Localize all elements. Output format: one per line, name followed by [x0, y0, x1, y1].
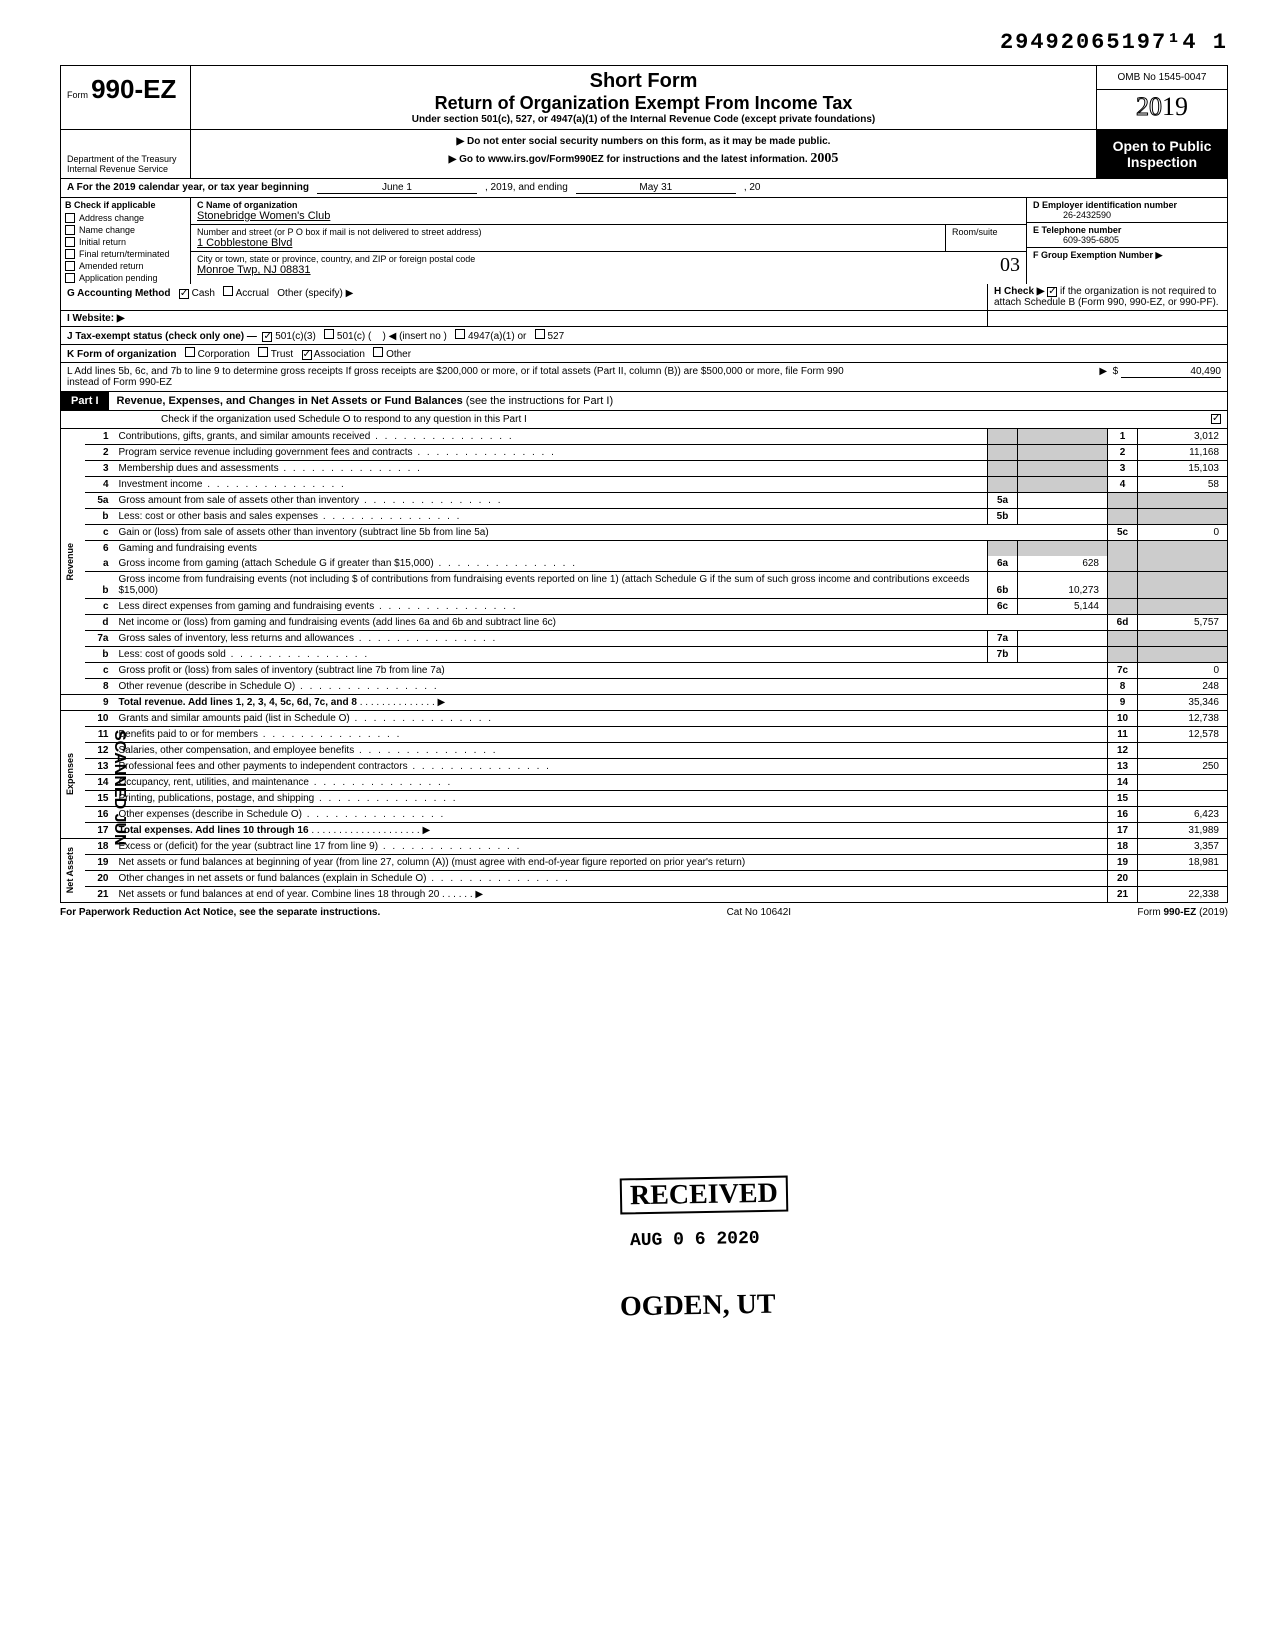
footer-left: For Paperwork Reduction Act Notice, see … — [60, 907, 380, 918]
chk-501c[interactable] — [324, 329, 334, 339]
line-13: 13Professional fees and other payments t… — [61, 759, 1228, 775]
chk-trust[interactable] — [258, 347, 268, 357]
line-20: 20Other changes in net assets or fund ba… — [61, 871, 1228, 887]
title-box: Short Form Return of Organization Exempt… — [191, 66, 1097, 129]
line-5b: bLess: cost or other basis and sales exp… — [61, 509, 1228, 525]
line-5c: cGain or (loss) from sale of assets othe… — [61, 525, 1228, 541]
chk-cash[interactable] — [179, 289, 189, 299]
footer-right: Form 990-EZ (2019) — [1137, 907, 1228, 918]
line-6d: dNet income or (loss) from gaming and fu… — [61, 615, 1228, 631]
line-5a: 5aGross amount from sale of assets other… — [61, 493, 1228, 509]
line-7b: bLess: cost of goods sold 7b — [61, 647, 1228, 663]
chk-4947[interactable] — [455, 329, 465, 339]
short-form-label: Short Form — [199, 70, 1088, 93]
row-g-h: G Accounting Method Cash Accrual Other (… — [60, 284, 1228, 311]
line-7c: cGross profit or (loss) from sales of in… — [61, 663, 1228, 679]
instructions-box: ▶ Do not enter social security numbers o… — [191, 130, 1097, 178]
line-7a: 7aGross sales of inventory, less returns… — [61, 631, 1228, 647]
org-name-row: C Name of organization Stonebridge Women… — [191, 198, 1026, 225]
row-j: J Tax-exempt status (check only one) — 5… — [60, 327, 1228, 345]
open-to-public: Open to Public Inspection — [1097, 130, 1227, 178]
sched-o-check: Check if the organization used Schedule … — [60, 411, 1228, 429]
part1-tag: Part I — [61, 392, 109, 410]
col-b-header: B Check if applicable — [61, 198, 190, 212]
chk-accrual[interactable] — [223, 286, 233, 296]
form-number-box: Form 990-EZ — [61, 66, 191, 129]
form-number: 990-EZ — [91, 74, 176, 104]
phone-row: E Telephone number 609-395-6805 — [1027, 223, 1227, 248]
line-6: 6Gaming and fundraising events — [61, 541, 1228, 557]
line-9: 9Total revenue. Add lines 1, 2, 3, 4, 5c… — [61, 695, 1228, 711]
year-box: 2019 — [1097, 90, 1227, 124]
row-i: I Website: ▶ — [60, 311, 1228, 327]
chk-527[interactable] — [535, 329, 545, 339]
line-6b: bGross income from fundraising events (n… — [61, 572, 1228, 599]
line-16: 16Other expenses (describe in Schedule O… — [61, 807, 1228, 823]
dept-box: Department of the Treasury Internal Reve… — [61, 130, 191, 178]
line-11: 11Benefits paid to or for members 1112,5… — [61, 727, 1228, 743]
line-14: 14Occupancy, rent, utilities, and mainte… — [61, 775, 1228, 791]
stamp-date: AUG 0 6 2020 — [630, 1229, 760, 1251]
public-note: ▶ Do not enter social security numbers o… — [197, 136, 1090, 147]
chk-address-change[interactable]: Address change — [61, 212, 190, 224]
line-21: 21Net assets or fund balances at end of … — [61, 887, 1228, 903]
line-18: Net Assets 18Excess or (deficit) for the… — [61, 839, 1228, 855]
col-c: C Name of organization Stonebridge Women… — [191, 198, 1027, 284]
chk-sched-o[interactable] — [1211, 414, 1221, 424]
city-row: City or town, state or province, country… — [191, 252, 1026, 279]
info-grid: B Check if applicable Address change Nam… — [60, 198, 1228, 284]
chk-app-pending[interactable]: Application pending — [61, 272, 190, 284]
chk-501c3[interactable] — [262, 332, 272, 342]
chk-name-change[interactable]: Name change — [61, 224, 190, 236]
line-10: Expenses 10Grants and similar amounts pa… — [61, 711, 1228, 727]
line-19: 19Net assets or fund balances at beginni… — [61, 855, 1228, 871]
part1-table: Revenue 1Contributions, gifts, grants, a… — [60, 429, 1228, 903]
chk-initial-return[interactable]: Initial return — [61, 236, 190, 248]
line-6c: cLess direct expenses from gaming and fu… — [61, 599, 1228, 615]
goto-note: ▶ Go to www.irs.gov/Form990EZ for instru… — [197, 151, 1090, 167]
chk-amended[interactable]: Amended return — [61, 260, 190, 272]
part1-title: Revenue, Expenses, and Changes in Net As… — [109, 392, 1227, 410]
line-15: 15Printing, publications, postage, and s… — [61, 791, 1228, 807]
line-3: 3Membership dues and assessments 315,103 — [61, 461, 1228, 477]
room-suite: Room/suite — [946, 225, 1026, 251]
line-6a: aGross income from gaming (attach Schedu… — [61, 556, 1228, 572]
ein-row: D Employer identification number 26-2432… — [1027, 198, 1227, 223]
street-row: Number and street (or P O box if mail is… — [191, 225, 946, 251]
chk-schedule-b[interactable] — [1047, 287, 1057, 297]
stamp-ogden: OGDEN, UT — [620, 1289, 776, 1324]
footer-center: Cat No 10642I — [727, 907, 792, 918]
chk-corp[interactable] — [185, 347, 195, 357]
line-8: 8Other revenue (describe in Schedule O) … — [61, 679, 1228, 695]
col-b: B Check if applicable Address change Nam… — [61, 198, 191, 284]
row-k: K Form of organization Corporation Trust… — [60, 345, 1228, 363]
line-12: 12Salaries, other compensation, and empl… — [61, 743, 1228, 759]
row-l: L Add lines 5b, 6c, and 7b to line 9 to … — [60, 363, 1228, 392]
group-exemption: F Group Exemption Number ▶ — [1027, 248, 1227, 263]
line-1: Revenue 1Contributions, gifts, grants, a… — [61, 429, 1228, 445]
chk-other[interactable] — [373, 347, 383, 357]
col-right: D Employer identification number 26-2432… — [1027, 198, 1227, 284]
part1-header: Part I Revenue, Expenses, and Changes in… — [60, 392, 1228, 411]
main-title: Return of Organization Exempt From Incom… — [199, 93, 1088, 114]
row-a-tax-year: A For the 2019 calendar year, or tax yea… — [60, 179, 1228, 198]
stamp-scanned: SCANNED JUN — [110, 730, 128, 846]
chk-final-return[interactable]: Final return/terminated — [61, 248, 190, 260]
chk-assoc[interactable] — [302, 350, 312, 360]
line-2: 2Program service revenue including gover… — [61, 445, 1228, 461]
line-4: 4Investment income 458 — [61, 477, 1228, 493]
document-number: 29492065197¹4 1 — [60, 30, 1228, 55]
omb-box: OMB No 1545-0047 — [1097, 66, 1227, 90]
form-header-2: Department of the Treasury Internal Reve… — [60, 130, 1228, 179]
subtitle: Under section 501(c), 527, or 4947(a)(1)… — [199, 114, 1088, 125]
form-prefix: Form — [67, 90, 88, 100]
form-header: Form 990-EZ Short Form Return of Organiz… — [60, 65, 1228, 130]
line-17: 17Total expenses. Add lines 10 through 1… — [61, 823, 1228, 839]
footer: For Paperwork Reduction Act Notice, see … — [60, 903, 1228, 922]
stamp-received: RECEIVED — [620, 1176, 788, 1215]
